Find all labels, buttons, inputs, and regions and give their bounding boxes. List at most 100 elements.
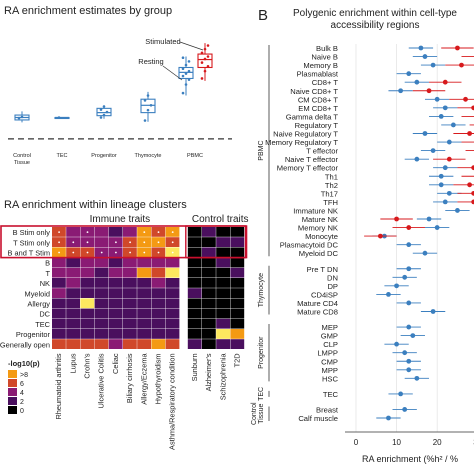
forest-row-label: TFH [323, 198, 338, 207]
forest-row-label: Bulk B [316, 44, 338, 53]
heatmap-cell [165, 339, 180, 349]
forest-row-label: Regulatory T [295, 121, 339, 130]
heatmap-column-label: T2D [233, 353, 242, 367]
forest-point-resting [418, 45, 424, 51]
heatmap-cell [80, 329, 95, 339]
box-point [206, 55, 210, 58]
heatmap-cell [123, 257, 137, 268]
significance-dot [72, 251, 75, 254]
significance-dot [129, 241, 132, 244]
forest-row-label: CD4iSP [311, 290, 338, 299]
box-body [197, 53, 213, 69]
significance-dot [58, 231, 60, 234]
heatmap-cell [108, 257, 123, 268]
box-point [200, 51, 204, 55]
heatmap-cell [230, 339, 245, 349]
heatmap-cell [187, 237, 202, 247]
heatmap-cell [94, 267, 109, 278]
significance-dot [129, 251, 132, 254]
heatmap-row-label: Allergy [27, 300, 50, 309]
heatmap-cell [66, 339, 80, 349]
forest-point-resting [426, 216, 432, 222]
forest-point-resting [438, 173, 444, 179]
forest-point-resting [434, 225, 440, 230]
forest-point-resting [430, 62, 436, 68]
forest-panel: B Polygenic enrichment within cell-typea… [251, 7, 474, 464]
forest-row-label: Memory Regulatory T [265, 138, 338, 147]
heatmap-cell [66, 267, 80, 278]
heatmap-cell [66, 257, 80, 268]
heatmap-cell [108, 318, 123, 329]
box-point [206, 44, 210, 47]
heatmap-cell [94, 288, 109, 298]
heatmap-cell [202, 267, 216, 278]
box-point [203, 57, 207, 61]
box-point [184, 83, 188, 86]
box-point [20, 115, 24, 119]
heatmap-cell [66, 298, 80, 309]
significance-dot [143, 231, 146, 234]
significance-dot [115, 241, 117, 244]
heatmap-cell [202, 288, 216, 298]
heatmap-cell [137, 318, 151, 329]
significance-dot [157, 231, 160, 234]
box-point [200, 77, 204, 80]
heatmap-cell [151, 308, 166, 319]
box-point [143, 119, 147, 122]
box-point [149, 104, 153, 107]
forest-row-label: CD8+ T [312, 78, 339, 87]
forest-point-stimulated [471, 190, 474, 196]
forest-row-label: Calf muscle [298, 414, 338, 423]
significance-dot [171, 241, 174, 244]
forest-row-label: Gamma delta T [286, 112, 339, 121]
heatmap-cell [123, 298, 137, 309]
forest-point-stimulated [442, 79, 448, 85]
legend-label: >8 [20, 372, 28, 379]
heatmap-cell [52, 339, 66, 349]
heatmap-cell [108, 278, 123, 288]
forest-row-label: Plasmacytoid DC [280, 241, 339, 250]
heatmap-cell [187, 227, 202, 237]
heatmap-column-label: Sunburn [190, 353, 199, 381]
forest-row-label: DN [327, 273, 338, 282]
boxplot-title: RA enrichment estimates by group [4, 5, 172, 17]
heatmap-cell [108, 298, 123, 309]
heatmap-cell [230, 227, 245, 237]
heatmap-cell [216, 308, 230, 319]
heatmap-cell [187, 308, 202, 319]
heatmap-cell [80, 318, 95, 329]
forest-point-resting [414, 375, 420, 381]
significance-dot [171, 251, 174, 254]
heatmap-cell [80, 278, 95, 288]
heatmap-cell [123, 318, 137, 329]
heatmap-cell [216, 237, 230, 247]
forest-point-resting [442, 199, 448, 205]
heatmap-cell [165, 278, 180, 288]
heatmap-cell [202, 308, 216, 319]
heatmap-cell [202, 318, 216, 329]
forest-row-label: Mature CD4 [297, 299, 338, 308]
forest-point-resting [386, 415, 391, 421]
heatmap-title: RA enrichment within lineage clusters [4, 199, 187, 211]
heatmap-cell [52, 298, 66, 309]
heatmap-cell [80, 308, 95, 319]
forest-row-label: GMP [321, 332, 338, 341]
heatmap-cell [202, 278, 216, 288]
heatmap-cell [230, 318, 245, 329]
heatmap-cell [52, 278, 66, 288]
x-tick-label: Thymocyte [135, 153, 162, 159]
forest-point-resting [406, 358, 412, 364]
forest-point-stimulated [406, 225, 412, 230]
heatmap-cell [230, 237, 245, 247]
annotation-stimulated: Stimulated [145, 37, 180, 46]
heatmap-cell [94, 329, 109, 339]
significance-dot [72, 241, 75, 244]
forest-x-axis-label: RA enrichment (%h² / % [362, 454, 458, 464]
group-bracket-label: Tissue [258, 403, 265, 423]
box-resting-4 [178, 56, 194, 96]
group-bracket-label: TEC [258, 387, 265, 401]
heatmap-cell [202, 237, 216, 247]
heatmap-cell [202, 339, 216, 349]
forest-row-label: Memory T effector [277, 164, 339, 173]
box-resting-2 [96, 105, 112, 119]
